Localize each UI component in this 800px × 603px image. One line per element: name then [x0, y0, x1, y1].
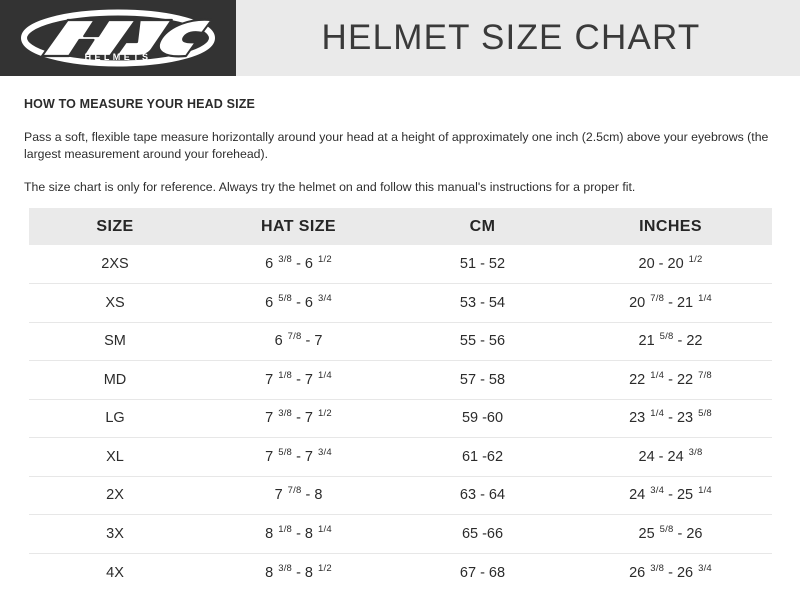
- table-row: XS 6 5/8 - 6 3/4 53 - 54 20 7/8 - 21 1/4: [29, 283, 772, 322]
- fraction: 3/8: [278, 562, 293, 574]
- cell-cm: 57 - 58: [396, 360, 569, 399]
- table-row: LG 7 3/8 - 7 1/2 59 -60 23 1/4 - 23 5/8: [29, 398, 772, 438]
- fraction: 3/4: [318, 446, 332, 458]
- fraction: 1/4: [650, 369, 665, 381]
- fraction: 5/8: [278, 446, 293, 458]
- intro-heading: HOW TO MEASURE YOUR HEAD SIZE: [24, 97, 255, 111]
- table-row: XL 7 5/8 - 7 3/4 61 -62 24 - 24 3/8: [29, 437, 772, 476]
- fraction: 7/8: [650, 292, 665, 304]
- cell-hat-size: 8 1/8 - 8 1/4: [201, 514, 396, 553]
- fraction: 1/4: [318, 523, 332, 535]
- fraction: 1/8: [278, 369, 293, 381]
- table-row: 2X 7 7/8 - 8 63 - 64 24 3/4 - 25 1/4: [29, 475, 772, 515]
- fraction: 5/8: [698, 408, 712, 420]
- fraction: 1/2: [318, 562, 332, 574]
- column-header-hat-size: HAT SIZE: [201, 208, 396, 245]
- fraction: 3/8: [278, 254, 293, 266]
- fraction: 7/8: [287, 331, 302, 343]
- cell-size: 3X: [29, 514, 201, 553]
- cell-cm: 55 - 56: [396, 321, 569, 361]
- cell-inches: 20 7/8 - 21 1/4: [569, 283, 772, 322]
- cell-inches: 21 5/8 - 22: [569, 321, 772, 361]
- size-chart-table-wrapper: SIZE HAT SIZE CM INCHES 2XS 6 3/8 - 6 1/2…: [29, 208, 772, 592]
- page-header: HELMETS HELMET SIZE CHART: [0, 0, 800, 76]
- cell-hat-size: 6 5/8 - 6 3/4: [201, 283, 396, 322]
- fraction: 7/8: [287, 485, 302, 497]
- cell-hat-size: 8 3/8 - 8 1/2: [201, 552, 396, 592]
- cell-size: LG: [29, 398, 201, 438]
- column-header-cm: CM: [396, 208, 569, 245]
- fraction: 3/4: [698, 562, 712, 574]
- cell-size: XL: [29, 437, 201, 476]
- intro-paragraph-2: The size chart is only for reference. Al…: [24, 180, 636, 194]
- cell-size: 2XS: [101, 256, 129, 272]
- cell-hat-size: 7 1/8 - 7 1/4: [201, 360, 396, 399]
- cell-hat-size: 7 7/8 - 8: [201, 475, 396, 515]
- table-row: 2XS 6 3/8 - 6 1/2 51 - 52 20 - 20 1/2: [29, 245, 772, 284]
- intro-paragraph-1: Pass a soft, flexible tape measure horiz…: [24, 130, 769, 161]
- fraction: 5/8: [659, 523, 674, 535]
- table-row: MD 7 1/8 - 7 1/4 57 - 58 22 1/4 - 22 7/8: [29, 360, 772, 399]
- fraction: 1/4: [650, 408, 665, 420]
- column-header-size: SIZE: [29, 208, 201, 245]
- table-header-row: SIZE HAT SIZE CM INCHES: [29, 208, 772, 245]
- fraction: 3/8: [278, 408, 293, 420]
- cell-hat-size: 6 3/8 - 6 1/2: [265, 254, 332, 272]
- fraction: 1/4: [698, 292, 712, 304]
- fraction: 1/4: [698, 485, 712, 497]
- table-header: SIZE HAT SIZE CM INCHES: [29, 208, 772, 245]
- cell-inches: 20 - 20 1/2: [638, 254, 703, 272]
- fraction: 1/2: [318, 408, 332, 420]
- fraction: 1/2: [318, 254, 332, 266]
- svg-text:HELMETS: HELMETS: [85, 52, 152, 62]
- fraction: 5/8: [659, 331, 674, 343]
- cell-size: XS: [29, 283, 201, 322]
- cell-cm: 67 - 68: [396, 552, 569, 592]
- title-block: HELMET SIZE CHART: [236, 0, 800, 76]
- table-body: 2XS 6 3/8 - 6 1/2 51 - 52 20 - 20 1/2 XS 6 5/…: [29, 245, 772, 592]
- cell-inches: 26 3/8 - 26 3/4: [569, 552, 772, 592]
- fraction: 5/8: [278, 292, 293, 304]
- cell-size: SM: [29, 321, 201, 361]
- column-header-inches: INCHES: [569, 208, 772, 245]
- fraction: 1/4: [318, 369, 332, 381]
- hjc-helmets-logo-icon: HELMETS: [20, 9, 216, 67]
- fraction: 3/4: [318, 292, 332, 304]
- cell-inches: 25 5/8 - 26: [569, 514, 772, 553]
- cell-inches: 22 1/4 - 22 7/8: [569, 360, 772, 399]
- cell-cm: 59 -60: [396, 398, 569, 438]
- fraction: 1/2: [688, 254, 703, 266]
- fraction: 1/8: [278, 523, 293, 535]
- brand-logo-block: HELMETS: [0, 0, 236, 76]
- fraction: 3/8: [650, 562, 665, 574]
- cell-cm: 63 - 64: [396, 475, 569, 515]
- table-row: SM 6 7/8 - 7 55 - 56 21 5/8 - 22: [29, 321, 772, 361]
- fraction: 3/8: [688, 446, 703, 458]
- size-chart-table: SIZE HAT SIZE CM INCHES 2XS 6 3/8 - 6 1/2…: [29, 208, 772, 592]
- cell-cm: 65 -66: [396, 514, 569, 553]
- fraction: 3/4: [650, 485, 665, 497]
- cell-inches: 23 1/4 - 23 5/8: [569, 398, 772, 438]
- cell-hat-size: 6 7/8 - 7: [201, 321, 396, 361]
- cell-size: MD: [29, 360, 201, 399]
- fraction: 7/8: [698, 369, 712, 381]
- cell-size: 2X: [29, 475, 201, 515]
- cell-inches: 24 - 24 3/8: [569, 437, 772, 476]
- cell-cm: 53 - 54: [396, 283, 569, 322]
- cell-hat-size: 7 5/8 - 7 3/4: [201, 437, 396, 476]
- cell-inches: 24 3/4 - 25 1/4: [569, 475, 772, 515]
- table-row: 4X 8 3/8 - 8 1/2 67 - 68 26 3/8 - 26 3/4: [29, 552, 772, 592]
- page-title: HELMET SIZE CHART: [321, 18, 701, 57]
- intro-section: HOW TO MEASURE YOUR HEAD SIZE Pass a sof…: [0, 76, 800, 196]
- cell-size: 4X: [29, 552, 201, 592]
- table-row: 3X 8 1/8 - 8 1/4 65 -66 25 5/8 - 26: [29, 514, 772, 553]
- cell-cm: 51 - 52: [459, 256, 506, 272]
- cell-hat-size: 7 3/8 - 7 1/2: [201, 398, 396, 438]
- cell-cm: 61 -62: [396, 437, 569, 476]
